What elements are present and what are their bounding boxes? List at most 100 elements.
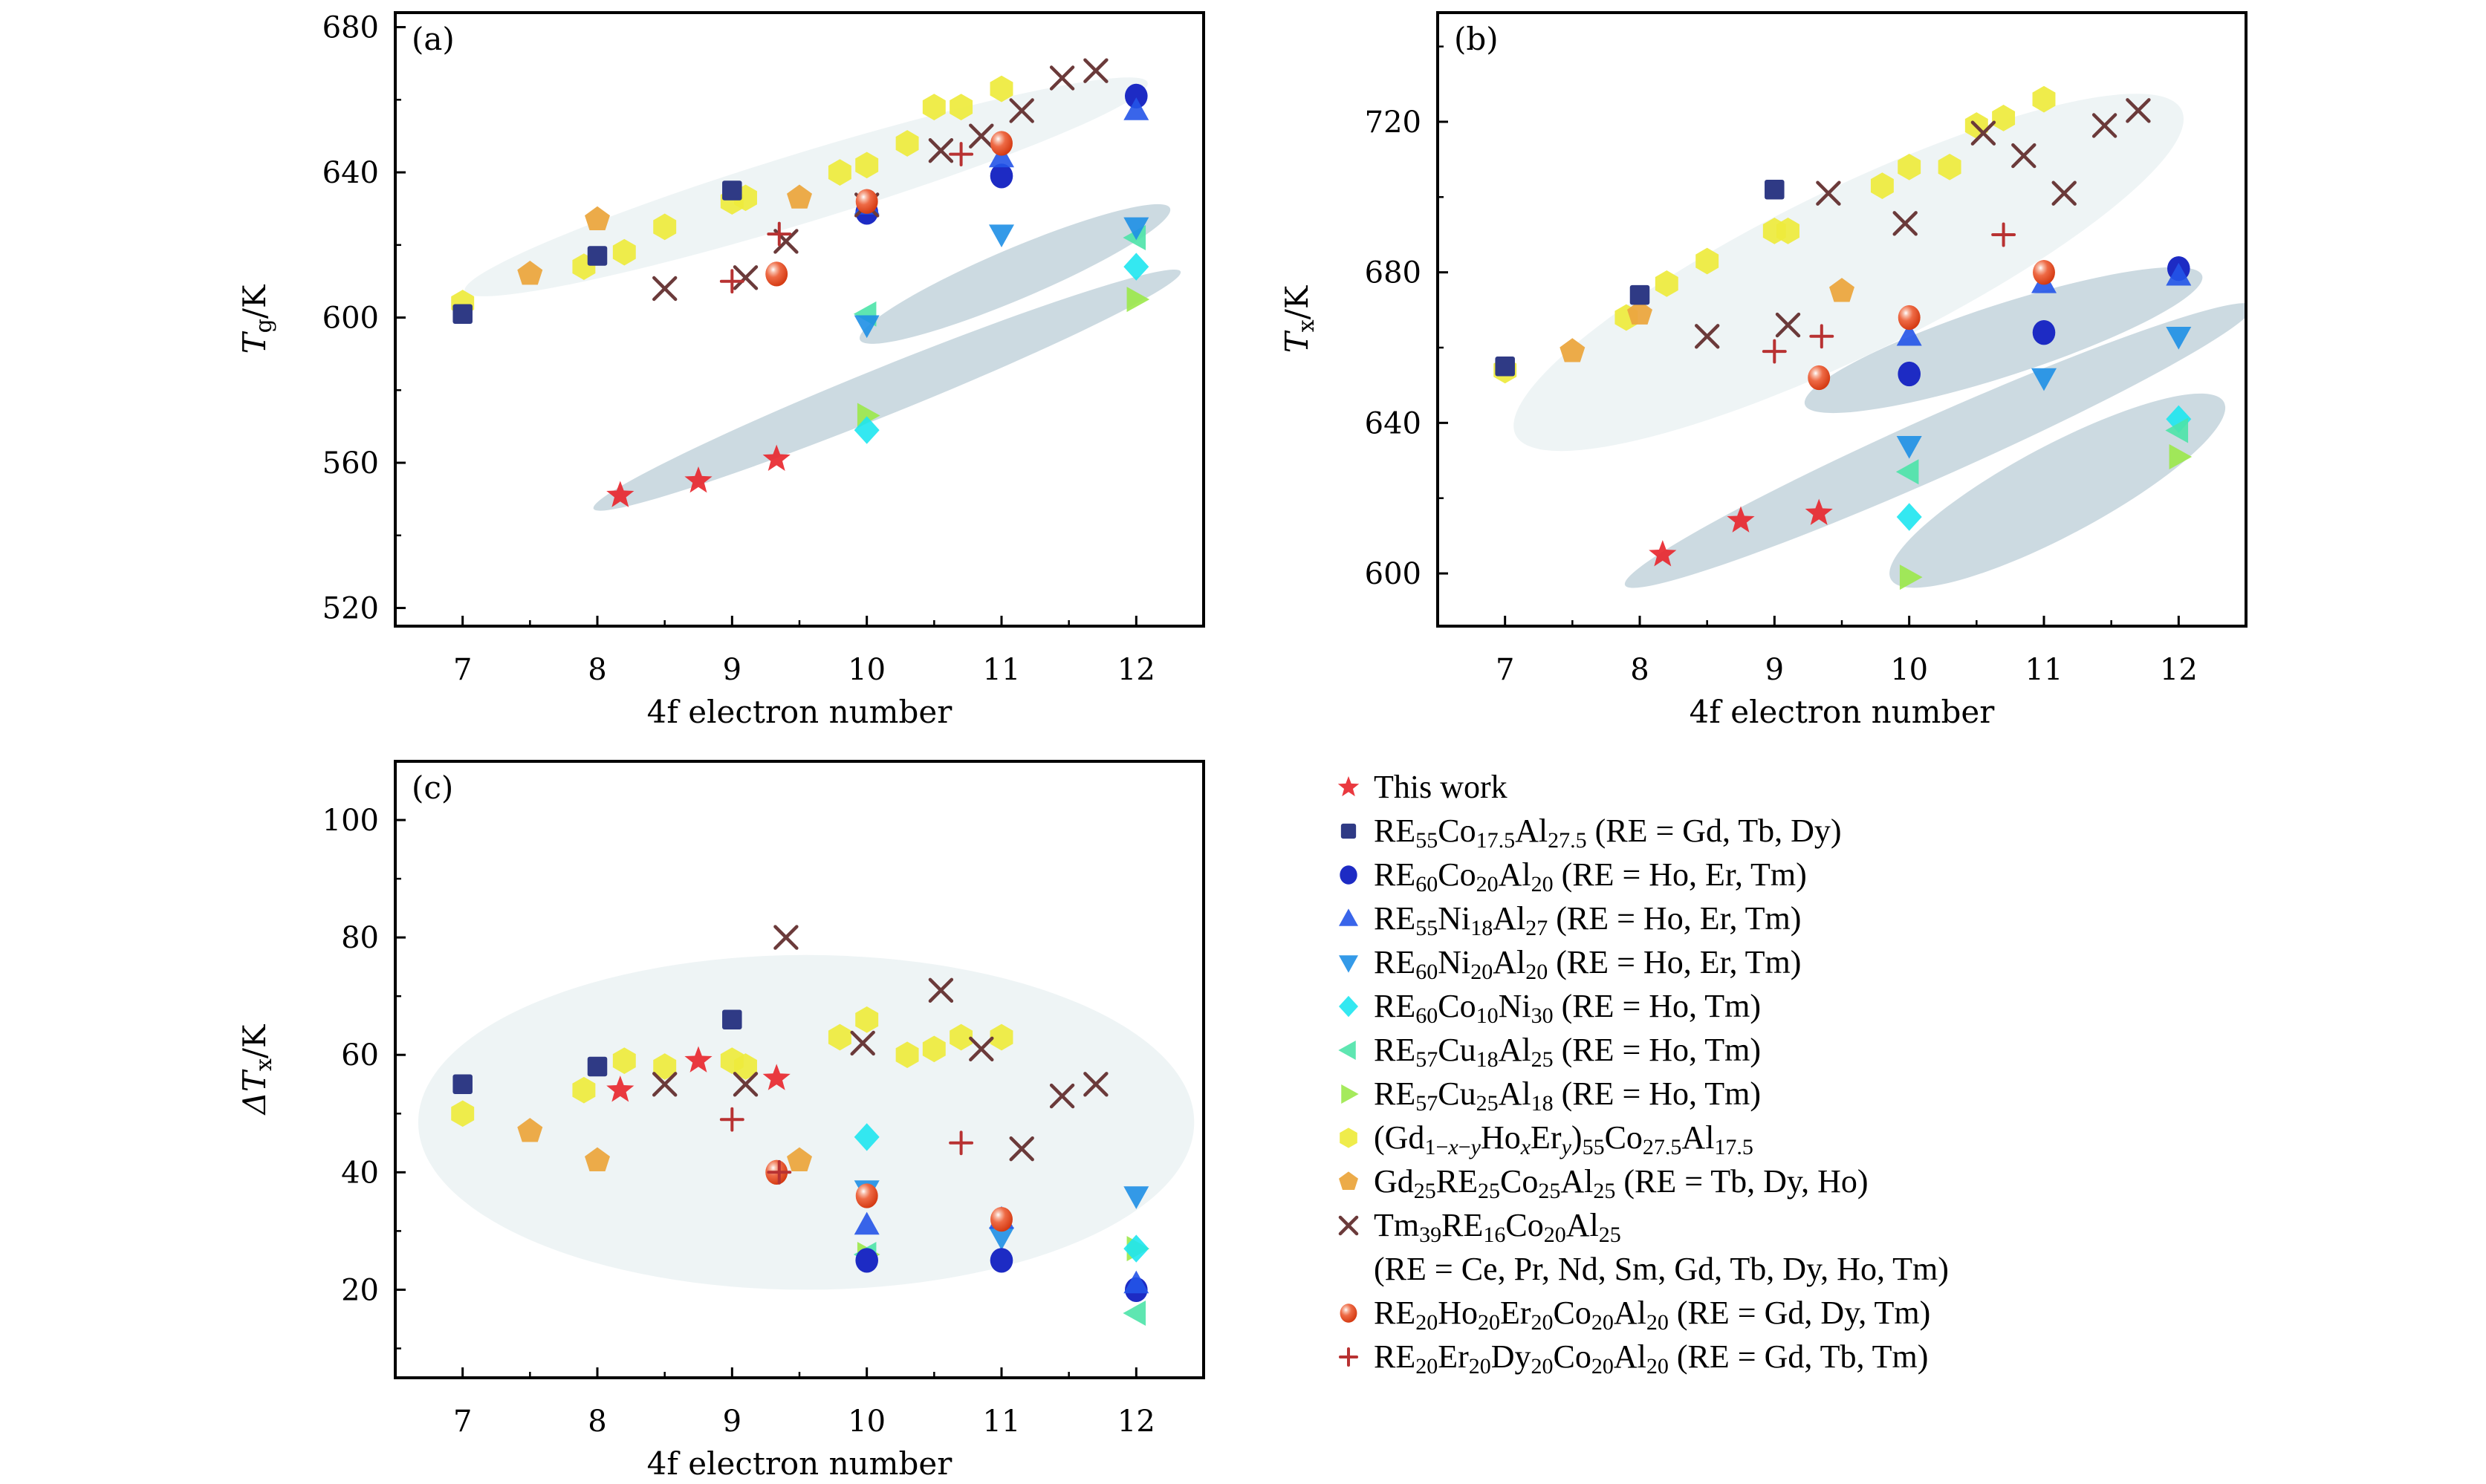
point-gdhoer: [1870, 172, 1894, 199]
point-tm39re16: [2051, 180, 2077, 206]
point-gdhoer: [572, 1076, 596, 1104]
point-tm39re16: [1892, 211, 1918, 236]
point-re60co10ni30: [854, 1123, 880, 1151]
cluster-regions: [1513, 94, 2246, 588]
point-gdhoer: [950, 1023, 973, 1051]
x-tick-label: 9: [723, 1405, 741, 1439]
legend-label: Gd25RE25Co25Al25 (RE = Tb, Dy, Ho): [1374, 1163, 1869, 1203]
point-gdhoer: [451, 1100, 475, 1127]
point-tm39re16: [1049, 65, 1075, 91]
y-axis-title: Tg/K: [236, 284, 277, 354]
legend-label: RE60Ni20Al20 (RE = Ho, Er, Tm): [1374, 944, 1802, 984]
hexagon-marker-icon: [1334, 1116, 1363, 1159]
point-gdhoer: [612, 1047, 636, 1074]
y-tick-label: 640: [322, 156, 379, 190]
star-marker-icon: [1334, 765, 1363, 809]
legend-label: (Gd1−x−yHoxEry)55Co27.5Al17.5: [1374, 1119, 1753, 1159]
point-tm39re16: [1009, 98, 1034, 123]
legend-item-re57cu18al25: RE57Cu18Al25 (RE = Ho, Tm): [1334, 1028, 2300, 1072]
x-tick-label: 7: [453, 653, 472, 687]
plus-icon: [1338, 1347, 1359, 1367]
x-tick-label: 9: [1765, 653, 1784, 687]
point-gdhoer: [990, 75, 1013, 102]
sphere-icon: [1340, 1303, 1357, 1323]
point-gdhoer: [734, 1053, 757, 1080]
point-re60ni20al20: [989, 1227, 1014, 1251]
point-this_work: [762, 1064, 791, 1090]
x-tick-label: 12: [2160, 653, 2198, 687]
point-gdhoer: [828, 159, 851, 186]
point-tm39re16: [1970, 120, 1996, 146]
point-gdhoer: [855, 152, 879, 179]
point-gd25re25: [585, 206, 610, 231]
sphere-marker-icon: [1334, 1291, 1363, 1335]
legend-item-re20ho20er20: RE20Ho20Er20Co20Al20 (RE = Gd, Dy, Tm): [1334, 1291, 2300, 1335]
point-re55ni18al27: [1123, 1270, 1149, 1294]
point-gdhoer: [1992, 105, 2016, 131]
point-re55co175al275: [452, 1074, 473, 1095]
y-tick-label: 60: [341, 1038, 379, 1073]
point-tm39re16: [2011, 143, 2036, 169]
point-re55ni18al27: [1123, 97, 1149, 120]
diamond-icon: [1339, 995, 1358, 1017]
pentagon-marker-icon: [1334, 1159, 1363, 1203]
point-tm39re16: [1009, 1136, 1034, 1162]
point-re20er20dy20: [1991, 222, 2016, 247]
legend-item-re60co20al20: RE60Co20Al20 (RE = Ho, Er, Tm): [1334, 853, 2300, 896]
point-re60co20al20: [990, 163, 1013, 189]
point-re55co175al275: [452, 304, 473, 324]
x-tick-label: 8: [1630, 653, 1649, 687]
point-gd25re25: [585, 1147, 610, 1171]
point-tm39re16: [2091, 113, 2117, 138]
point-re60co10ni30: [2166, 405, 2192, 433]
x-axis-title: 4f electron number: [647, 694, 953, 730]
point-re60ni20al20: [2031, 368, 2057, 391]
plus-marker-icon: [1334, 1335, 1363, 1379]
y-tick-label: 100: [322, 804, 379, 838]
point-gdhoer: [922, 94, 946, 120]
point-re55ni18al27: [989, 144, 1014, 168]
point-gdhoer: [1898, 153, 1921, 180]
legend-label-continuation: (RE = Ce, Pr, Nd, Sm, Gd, Tb, Dy, Ho, Tm…: [1374, 1251, 1949, 1287]
point-tm39re16: [969, 1036, 994, 1062]
point-tm39re16: [928, 137, 954, 163]
cluster-ellipse-3: [593, 269, 1181, 511]
legend-label: This work: [1374, 769, 1507, 805]
data-markers: [451, 58, 1150, 507]
point-re60co10ni30: [1123, 253, 1149, 281]
x-tick-label: 7: [1496, 653, 1514, 687]
point-re20ho20er20: [1808, 365, 1831, 391]
point-tm39re16: [1775, 312, 1801, 338]
y-tick-label: 720: [1365, 105, 1421, 140]
cluster-regions: [464, 77, 1181, 511]
point-re55co175al275: [587, 246, 608, 266]
legend-label: Tm39RE16Co20Al25: [1374, 1207, 1621, 1247]
panel-label: (b): [1454, 21, 1499, 57]
triangle-right-marker-icon: [1334, 1072, 1363, 1116]
point-re57cu25al18: [1126, 287, 1150, 313]
x-tick-label: 10: [848, 1405, 886, 1439]
point-re57cu25al18: [1899, 564, 1923, 590]
point-re60co20al20: [990, 1248, 1013, 1273]
x-tick-label: 11: [983, 1405, 1021, 1439]
triangle-left-icon: [1338, 1040, 1356, 1060]
point-this_work: [684, 1046, 713, 1073]
cluster-ellipse-1: [1513, 94, 2184, 452]
legend-item-gd25re25: Gd25RE25Co25Al25 (RE = Tb, Dy, Ho): [1334, 1159, 2300, 1203]
cluster-ellipse-4: [1889, 393, 2226, 588]
point-gdhoer: [855, 1006, 879, 1033]
point-re57cu18al25: [1123, 1301, 1146, 1326]
point-tm39re16: [733, 1072, 759, 1097]
point-re57cu18al25: [2165, 417, 2189, 443]
triangle-left-marker-icon: [1334, 1028, 1363, 1072]
point-gd25re25: [517, 261, 543, 285]
point-re20ho20er20: [855, 1183, 878, 1208]
y-tick-label: 560: [322, 446, 379, 481]
point-gdhoer: [653, 213, 677, 241]
legend: This work RE55Co17.5Al27.5 (RE = Gd, Tb, …: [1334, 765, 2300, 1379]
panel-a-tg-chart: 7 8 9 10 11 12 520 560 600 640 680 (a) 4f electron n…: [236, 11, 1205, 730]
y-tick-label: 600: [322, 302, 379, 336]
x-tick-label: 8: [588, 653, 606, 687]
point-tm39re16: [652, 1072, 678, 1097]
y-tick-label: 40: [341, 1156, 379, 1190]
